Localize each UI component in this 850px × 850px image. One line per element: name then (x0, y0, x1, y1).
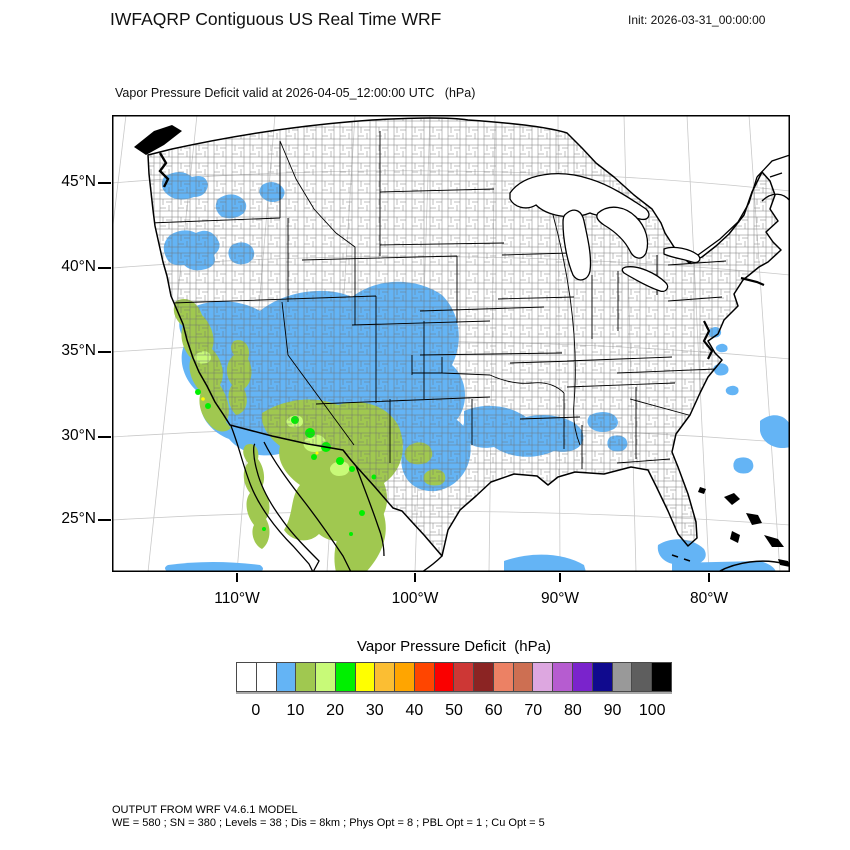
map-frame (112, 115, 790, 572)
lat-tick-label: 35°N (61, 342, 96, 359)
lat-tick (98, 267, 111, 269)
lat-tick-label: 45°N (61, 173, 96, 190)
colorbar-cell (394, 662, 415, 692)
map-subtitle: Vapor Pressure Deficit valid at 2026-04-… (115, 86, 476, 100)
weather-map (112, 115, 790, 572)
init-timestamp: Init: 2026-03-31_00:00:00 (628, 13, 766, 27)
lat-tick-label: 40°N (61, 258, 96, 275)
page-title: IWFAQRP Contiguous US Real Time WRF (110, 9, 442, 29)
colorbar (236, 662, 672, 692)
lat-tick (98, 351, 111, 353)
colorbar-cell (453, 662, 475, 692)
footer-model-version: OUTPUT FROM WRF V4.6.1 MODEL (112, 804, 298, 816)
colorbar-tick-label: 20 (326, 702, 344, 719)
colorbar-cell (651, 662, 672, 692)
colorbar-cell (532, 662, 554, 692)
chesapeake-bay (702, 276, 765, 360)
lat-tick (98, 182, 111, 184)
colorbar-cell (433, 662, 455, 692)
colorbar-cell (236, 662, 257, 692)
vpd-shading-yellow (201, 397, 319, 455)
colorbar-tick-label: 40 (405, 702, 424, 719)
colorbar-cell (631, 662, 653, 692)
lon-tick (708, 573, 710, 582)
colorbar-cell (374, 662, 396, 692)
colorbar-tick-label: 30 (365, 702, 384, 719)
colorbar-cell (552, 662, 574, 692)
colorbar-tick-label: 80 (564, 702, 582, 719)
colorbar-tick-label: 90 (603, 702, 622, 719)
colorbar-cell (591, 662, 613, 692)
colorbar-tick-label: 100 (638, 702, 666, 719)
colorbar-cell (572, 662, 593, 692)
colorbar-cell (315, 662, 336, 692)
lon-tick (559, 573, 561, 582)
colorbar-cell (295, 662, 317, 692)
lon-tick-label: 100°W (391, 590, 439, 607)
colorbar-tick-label: 50 (445, 702, 463, 719)
puget-sound (158, 152, 170, 188)
colorbar-cell (413, 662, 435, 692)
state-borders (149, 131, 727, 469)
colorbar-tick-label: 0 (251, 702, 261, 719)
colorbar-cell (611, 662, 633, 692)
lon-tick (236, 573, 238, 582)
lon-tick-label: 90°W (540, 590, 580, 607)
us-outline (147, 117, 782, 557)
footer-model-config: WE = 580 ; SN = 380 ; Levels = 38 ; Dis … (112, 817, 545, 829)
lat-tick-label: 30°N (61, 427, 96, 444)
canada-geography (134, 125, 790, 256)
map-svg (112, 115, 790, 572)
lat-tick-label: 25°N (61, 510, 96, 527)
mexico-geography (230, 425, 443, 572)
lon-tick (414, 573, 416, 582)
colorbar-tick-label: 10 (286, 702, 305, 719)
colorbar-cell (492, 662, 514, 692)
lon-tick-label: 80°W (689, 590, 729, 607)
lon-tick-label: 110°W (214, 590, 260, 607)
colorbar-title: Vapor Pressure Deficit (hPa) (357, 638, 551, 655)
colorbar-tick-label: 70 (524, 702, 543, 719)
colorbar-cell (334, 662, 356, 692)
great-lakes (509, 173, 701, 293)
lat-tick (98, 519, 111, 521)
lat-tick (98, 436, 111, 438)
colorbar-cell (255, 662, 277, 692)
colorbar-cell (473, 662, 494, 692)
colorbar-cell (512, 662, 534, 692)
colorbar-cell (354, 662, 376, 692)
bahamas-islands (698, 487, 790, 567)
colorbar-cell (275, 662, 297, 692)
colorbar-tick-label: 60 (484, 702, 503, 719)
